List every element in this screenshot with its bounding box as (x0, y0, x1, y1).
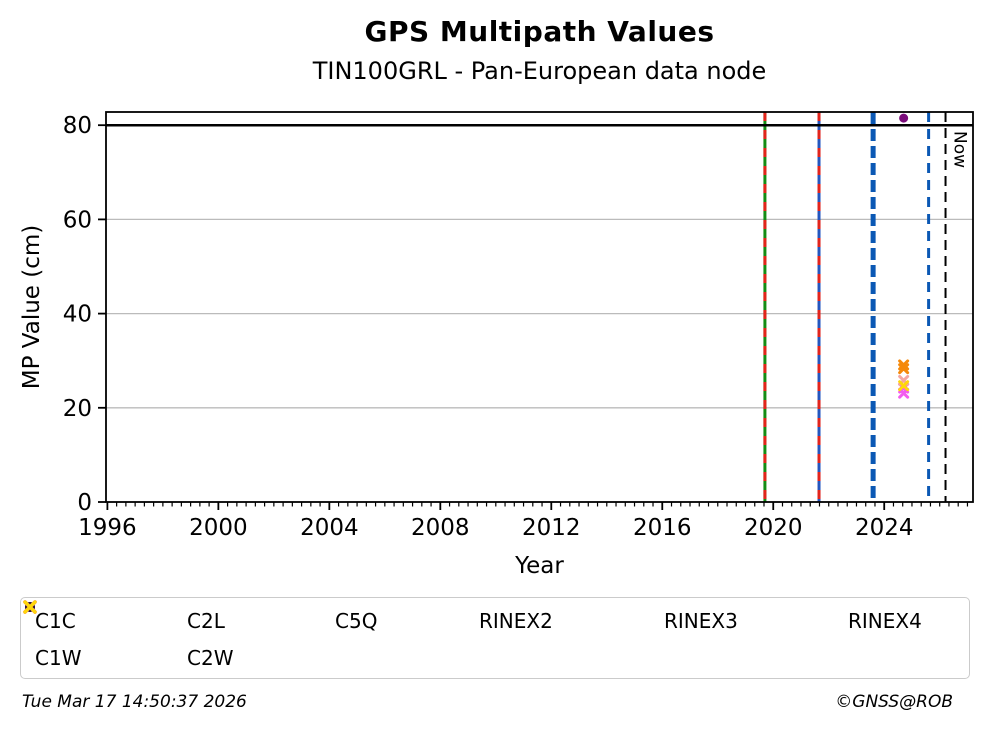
x-tick-label: 2020 (744, 515, 803, 541)
x-tick-label: 2000 (189, 515, 248, 541)
marker-RINEX3 (899, 113, 909, 123)
marker-C2L (898, 363, 910, 375)
y-tick-label: 20 (63, 396, 92, 422)
legend-marker-C2W-icon (23, 600, 37, 614)
legend-label-C2W: C2W (187, 645, 234, 670)
legend-label-C1C: C1C (35, 608, 76, 633)
chart-title: GPS Multipath Values (364, 15, 715, 48)
x-axis-label: Year (515, 553, 564, 579)
legend-item-RINEX4: RINEX4 (25, 602, 969, 639)
legend-item-RINEX3: RINEX3 (25, 602, 848, 639)
legend: C1C C2L C5Q RINEX2 RINEX3 RINEX4 C1W C2W (20, 597, 970, 679)
chart-subtitle: TIN100GRL - Pan-European data node (312, 57, 767, 85)
x-tick-label: 2012 (522, 515, 581, 541)
y-tick-label: 80 (63, 113, 92, 139)
marker-C5Q (898, 387, 910, 399)
legend-label-RINEX4: RINEX4 (848, 608, 922, 633)
plot-frame (105, 111, 974, 503)
legend-item-RINEX2: RINEX2 (25, 602, 664, 639)
legend-item-C2L: C2L (23, 600, 335, 639)
legend-label-C5Q: C5Q (335, 608, 378, 633)
x-tick-label: 2004 (300, 515, 359, 541)
legend-label-RINEX3: RINEX3 (664, 608, 738, 633)
legend-item-C2W: C2W (23, 600, 335, 676)
x-tick-label: 1996 (78, 515, 137, 541)
legend-item-C1W: C1W (23, 600, 187, 676)
legend-label-C1W: C1W (35, 645, 82, 670)
x-tick-label: 2016 (633, 515, 692, 541)
copyright: ©GNSS@ROB (835, 692, 953, 712)
marker-C2W (898, 380, 910, 392)
y-tick-label: 60 (63, 207, 92, 233)
legend-label-RINEX2: RINEX2 (479, 608, 553, 633)
timestamp: Tue Mar 17 14:50:37 2026 (22, 692, 247, 712)
y-axis-label: MP Value (cm) (19, 224, 45, 390)
x-tick-label: 2008 (411, 515, 470, 541)
y-tick-label: 40 (63, 302, 92, 328)
legend-label-C2L: C2L (187, 608, 225, 633)
now-label: Now (950, 131, 970, 168)
legend-item-C5Q: C5Q (23, 600, 479, 639)
x-tick-label: 2024 (855, 515, 914, 541)
y-tick-label: 0 (77, 490, 92, 516)
x-marker-icon (23, 600, 37, 614)
legend-item-C1C: C1C (23, 600, 187, 639)
